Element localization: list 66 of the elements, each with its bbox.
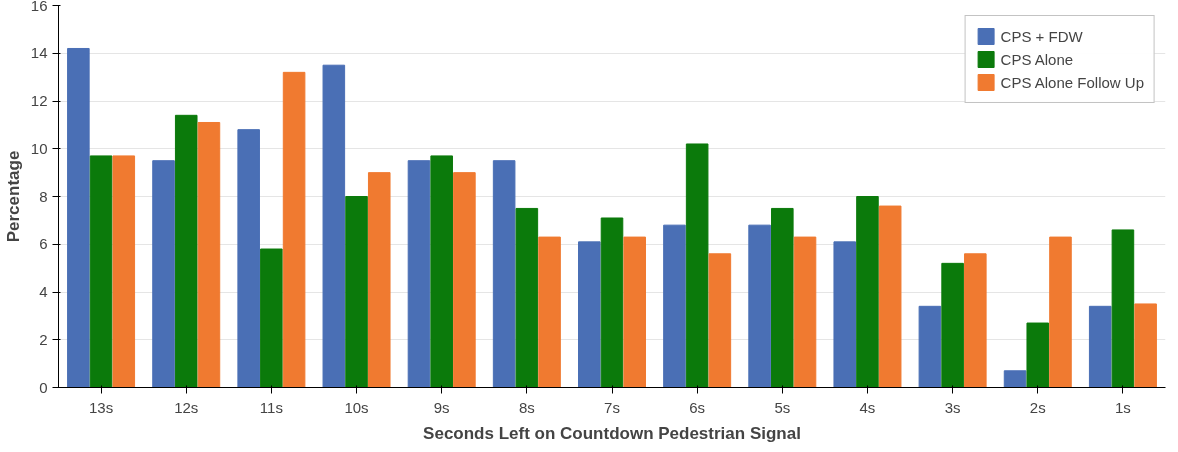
x-tick-label: 13s: [88, 398, 114, 416]
y-tick-label: 14: [30, 44, 48, 62]
x-axis-title: Seconds Left on Countdown Pedestrian Signal: [423, 423, 801, 443]
bar: [237, 129, 260, 388]
bar: [708, 253, 732, 388]
bar: [407, 160, 431, 388]
bar: [152, 160, 175, 388]
bar: [1026, 322, 1050, 388]
bar: [430, 155, 453, 388]
x-tick-label: 2s: [1029, 398, 1046, 416]
y-tick-label: 12: [30, 92, 48, 109]
legend-label: CPS Alone Follow Up: [1000, 73, 1144, 91]
bar: [748, 224, 771, 388]
bar: [600, 217, 624, 388]
y-tick-label: 16: [30, 0, 48, 14]
bar: [578, 241, 601, 388]
x-tick-label: 10s: [344, 398, 369, 416]
bar: [1003, 370, 1027, 388]
x-tick-label: 6s: [689, 398, 706, 416]
x-tick-label: 11s: [259, 398, 283, 416]
bar: [1111, 229, 1135, 388]
y-tick-label: 0: [39, 378, 48, 396]
bar: [793, 236, 817, 388]
y-tick-label: 6: [39, 235, 48, 253]
x-tick-label: 9s: [433, 398, 450, 416]
x-tick-label: 1s: [1115, 398, 1131, 416]
bar: [67, 47, 90, 388]
bar: [367, 172, 391, 388]
bar: [538, 236, 561, 388]
bar: [260, 248, 283, 388]
bar: [1134, 303, 1157, 388]
y-tick-label: 2: [39, 330, 48, 348]
bar: [771, 207, 794, 388]
bar: [918, 305, 942, 388]
x-tick-label: 8s: [518, 398, 535, 416]
bar: [878, 205, 902, 388]
bar: [964, 253, 987, 388]
x-tick-label: 5s: [774, 398, 791, 416]
bar: [685, 143, 709, 388]
y-tick-label: 10: [30, 139, 48, 157]
bar: [89, 155, 113, 388]
bar: [515, 207, 539, 388]
bar: [833, 241, 857, 388]
legend-label: CPS Alone: [1000, 50, 1074, 68]
y-tick-label: 4: [39, 283, 48, 300]
x-tick-label: 4s: [859, 398, 876, 416]
legend-label: CPS + FDW: [1000, 27, 1083, 45]
bar: [282, 71, 306, 388]
bar: [453, 172, 476, 388]
bar: [345, 196, 368, 388]
x-tick-label: 7s: [604, 398, 620, 416]
x-tick-label: 12s: [174, 398, 199, 416]
bar: [322, 64, 346, 388]
bar: [1088, 305, 1112, 388]
bar: [112, 155, 136, 388]
bar: [623, 236, 646, 388]
x-tick-label: 3s: [944, 398, 961, 416]
bar: [856, 196, 879, 388]
y-axis-title: Percentage: [3, 150, 23, 243]
bar: [492, 160, 516, 388]
bar: [197, 121, 221, 388]
bar: [941, 262, 964, 388]
y-tick-label: 8: [39, 187, 48, 205]
bar: [663, 224, 686, 388]
bar: [174, 114, 198, 388]
bar: [1049, 236, 1072, 388]
